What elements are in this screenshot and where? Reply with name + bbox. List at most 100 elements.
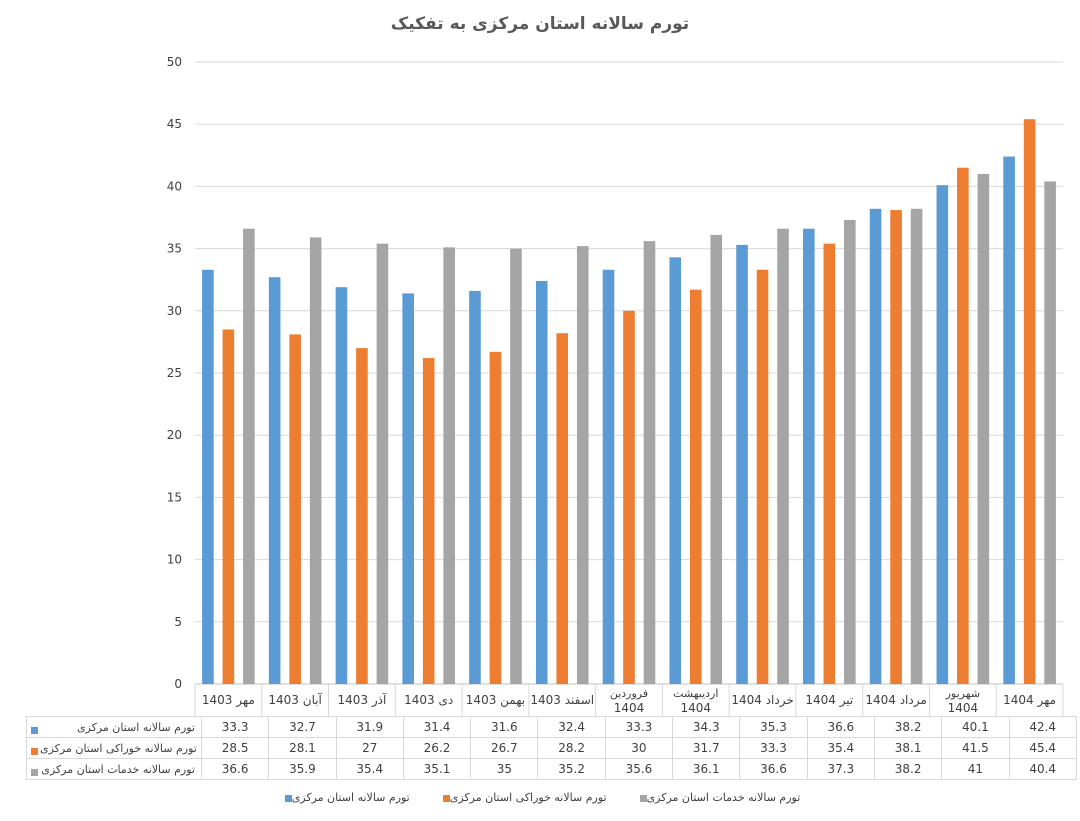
bar	[890, 210, 902, 684]
table-row-label: تورم سالانه خوراکی استان مرکزی	[26, 737, 202, 759]
table-row: تورم سالانه استان مرکزی 33.3 32.7 31.9 31.4 3…	[26, 716, 1077, 738]
x-tick-label: مهر 1404	[1003, 693, 1056, 708]
bar	[402, 293, 414, 684]
table-cell: 33.3	[604, 716, 674, 738]
bar	[1023, 119, 1036, 684]
x-tick-label: مهر 1403	[202, 693, 255, 708]
y-tick-label: 15	[167, 490, 182, 504]
bar	[1044, 181, 1056, 684]
table-row-label: تورم سالانه خدمات استان مرکزی	[26, 758, 202, 780]
table-cell: 27	[335, 737, 404, 759]
chart-title: تورم سالانه استان مرکزی به تفکیک	[390, 14, 690, 34]
x-tick-label: آبان 1403	[268, 692, 322, 707]
table-cell: 38.2	[873, 758, 943, 780]
x-tick-label: 1404	[680, 701, 711, 715]
legend-label: تورم سالانه خدمات استان مرکزی	[646, 791, 801, 804]
x-tick-label: آذر 1403	[338, 692, 388, 708]
bar	[643, 241, 656, 685]
y-tick-label: 50	[167, 55, 182, 69]
legend-swatch	[639, 794, 647, 802]
y-tick-label: 45	[167, 117, 182, 131]
y-tick-label: 0	[174, 677, 182, 691]
table-cell: 41.5	[941, 737, 1010, 759]
bar	[489, 351, 502, 684]
table-row: تورم سالانه خوراکی استان مرکزی 28.5 28.1 27…	[26, 737, 1077, 759]
bar	[823, 243, 836, 684]
y-tick-label: 40	[167, 179, 182, 193]
table-cell: 45.4	[1008, 737, 1077, 759]
y-tick-label: 25	[167, 366, 182, 380]
bar	[556, 333, 569, 684]
bar	[602, 269, 615, 684]
bar	[422, 358, 435, 684]
x-tick-label: اسفند 1403	[530, 693, 594, 707]
table-cell: 31.7	[672, 737, 741, 759]
bar	[936, 185, 949, 684]
bar	[623, 310, 635, 684]
table-cell: 31.6	[470, 716, 539, 738]
table-cell: 36.6	[200, 758, 270, 780]
table-cell: 32.4	[537, 716, 606, 738]
table-cell: 42.4	[1008, 716, 1077, 738]
bar	[243, 228, 255, 685]
table-cell: 35.4	[806, 737, 875, 759]
x-tick-label: مرداد 1404	[865, 693, 926, 708]
table-cell: 33.3	[200, 716, 270, 738]
bar	[335, 287, 348, 684]
y-tick-label: 30	[167, 304, 182, 318]
legend-key	[31, 726, 38, 734]
table-cell: 40.1	[941, 716, 1010, 738]
table-cell: 26.7	[470, 737, 539, 759]
x-tick-label: تیر 1404	[805, 693, 853, 708]
y-tick-label: 10	[167, 553, 182, 567]
table-cell: 31.9	[335, 716, 404, 738]
bar	[669, 257, 682, 684]
table-cell: 26.2	[402, 737, 472, 759]
bar	[1003, 156, 1015, 684]
table-cell: 36.1	[672, 758, 741, 780]
table-row: تورم سالانه خدمات استان مرکزی 36.6 35.9 35.…	[26, 758, 1077, 780]
bar	[289, 334, 301, 684]
bar	[910, 208, 923, 685]
bar	[222, 329, 235, 684]
bar	[777, 228, 789, 685]
table-cell: 35.1	[402, 758, 472, 780]
bar	[710, 234, 723, 684]
table-cell: 38.2	[873, 716, 943, 738]
table-row-label: تورم سالانه استان مرکزی	[26, 716, 202, 738]
legend-item: تورم سالانه خدمات استان مرکزی	[635, 791, 801, 804]
y-tick-label: 20	[167, 428, 182, 442]
bar	[869, 208, 882, 685]
bar	[309, 237, 322, 685]
table-cell: 28.2	[537, 737, 606, 759]
bar	[736, 244, 748, 685]
table-cell: 28.5	[200, 737, 270, 759]
legend-key	[31, 768, 38, 776]
series-name: تورم سالانه خدمات استان مرکزی	[41, 762, 195, 776]
bar	[469, 290, 481, 684]
bar	[844, 219, 856, 684]
bar	[756, 269, 769, 684]
bar	[510, 248, 522, 684]
bar	[977, 173, 990, 684]
bar	[957, 167, 969, 685]
bar	[803, 228, 815, 685]
legend-item: تورم سالانه استان مرکزی	[280, 791, 410, 804]
legend-key	[31, 747, 38, 755]
legend-label: تورم سالانه استان مرکزی	[291, 791, 410, 804]
bar	[689, 289, 702, 684]
table-cell: 35.4	[335, 758, 404, 780]
table-cell: 31.4	[402, 716, 472, 738]
x-tick-label: دی 1403	[404, 693, 453, 707]
table-cell: 37.3	[806, 758, 875, 780]
series-name: تورم سالانه استان مرکزی	[76, 720, 195, 734]
table-cell: 35.3	[739, 716, 808, 738]
x-tick-label: اردیبهشت	[673, 687, 718, 700]
table-cell: 36.6	[806, 716, 875, 738]
legend: تورم سالانه استان مرکزی تورم سالانه خوراک…	[0, 791, 1080, 804]
x-tick-label: فروردین	[610, 687, 648, 700]
series-name: تورم سالانه خوراکی استان مرکزی	[40, 741, 197, 755]
bar	[443, 247, 455, 684]
bar	[576, 246, 589, 684]
table-cell: 40.4	[1008, 758, 1077, 780]
